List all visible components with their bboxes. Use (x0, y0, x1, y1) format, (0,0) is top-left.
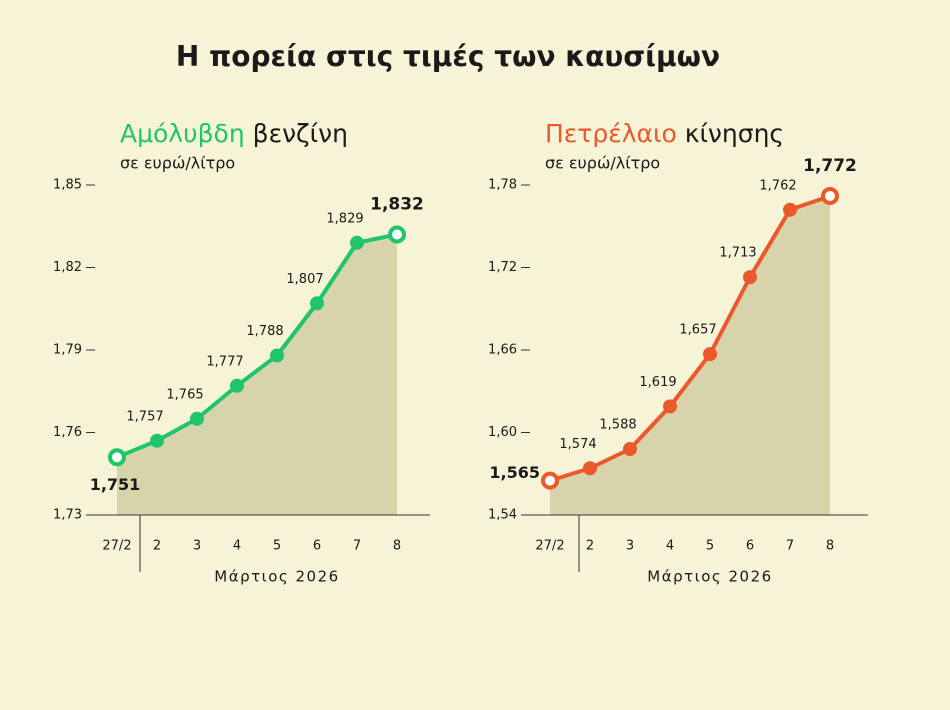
point (783, 202, 797, 217)
x-tick-label: 8 (826, 539, 834, 554)
x-tick-label: 27/2 (102, 539, 131, 554)
y-tick-label: 1,54 (488, 508, 517, 523)
x-tick-label: 27/2 (535, 539, 564, 554)
point (623, 442, 637, 456)
x-tick-label: 5 (706, 539, 714, 554)
point (388, 225, 406, 244)
x-tick-label: 4 (666, 539, 674, 554)
title-rest: κίνησης (685, 119, 784, 148)
line (116, 232, 398, 460)
y-tick-label: 1,79 (53, 343, 82, 358)
point (270, 348, 284, 363)
x-axis-label: Μάρτιος 2026 (647, 568, 772, 586)
x-tick-label: 3 (193, 539, 201, 554)
data-label: 1,588 (599, 418, 636, 433)
x-tick-label: 3 (626, 539, 634, 554)
x-tick-label: 6 (313, 539, 321, 554)
y-tick-label: 1,85 (53, 178, 82, 193)
title-rest: βενζίνη (253, 119, 348, 148)
point (230, 378, 244, 393)
subchart-title: Πετρέλαιο κίνησης (545, 119, 784, 148)
point (190, 411, 204, 426)
x-tick-label: 5 (273, 539, 281, 554)
data-label: 1,788 (246, 324, 283, 339)
y-tick-label: 1,66 (488, 343, 517, 358)
data-label: 1,574 (559, 437, 596, 452)
data-label: 1,713 (719, 246, 756, 261)
subchart-title: Αμόλυβδη βενζίνη (120, 119, 348, 148)
x-tick-label: 4 (233, 539, 241, 554)
page-title: Η πορεία στις τιμές των καυσίμων (176, 40, 720, 73)
subtitle: σε ευρώ/λίτρο (120, 154, 235, 173)
point (703, 347, 717, 362)
line (549, 194, 831, 483)
point (583, 461, 597, 476)
point (350, 235, 364, 250)
data-label: 1,751 (90, 475, 141, 494)
subtitle: σε ευρώ/λίτρο (545, 154, 660, 173)
data-label: 1,757 (126, 409, 163, 424)
title-highlight: Πετρέλαιο (545, 119, 677, 148)
data-label: 1,807 (286, 272, 323, 287)
point (150, 433, 164, 448)
y-tick-label: 1,60 (488, 425, 517, 440)
data-label: 1,829 (326, 211, 363, 226)
x-tick-label: 8 (393, 539, 401, 554)
data-label: 1,657 (679, 323, 716, 338)
area (117, 234, 397, 515)
title-highlight: Αμόλυβδη (120, 119, 245, 148)
data-label: 1,765 (166, 387, 203, 402)
area (550, 196, 830, 515)
y-tick-label: 1,72 (488, 260, 517, 275)
data-label: 1,777 (206, 354, 243, 369)
data-label: 1,762 (759, 178, 796, 193)
point (310, 296, 324, 311)
y-tick-label: 1,73 (53, 508, 82, 523)
point (821, 187, 839, 205)
x-tick-label: 7 (353, 539, 361, 554)
data-label: 1,619 (639, 375, 676, 390)
y-tick-label: 1,76 (53, 425, 82, 440)
y-tick-label: 1,78 (488, 178, 517, 193)
point (743, 270, 757, 285)
x-tick-label: 2 (586, 539, 594, 554)
x-tick-label: 6 (746, 539, 754, 554)
x-axis-label: Μάρτιος 2026 (214, 568, 339, 586)
data-label: 1,565 (489, 463, 540, 482)
point (108, 448, 126, 467)
point (541, 471, 559, 490)
point (663, 399, 677, 414)
y-tick-label: 1,82 (53, 260, 82, 275)
x-tick-label: 2 (153, 539, 161, 554)
data-label: 1,772 (803, 156, 857, 176)
x-tick-label: 7 (786, 539, 794, 554)
data-label: 1,832 (370, 195, 424, 215)
